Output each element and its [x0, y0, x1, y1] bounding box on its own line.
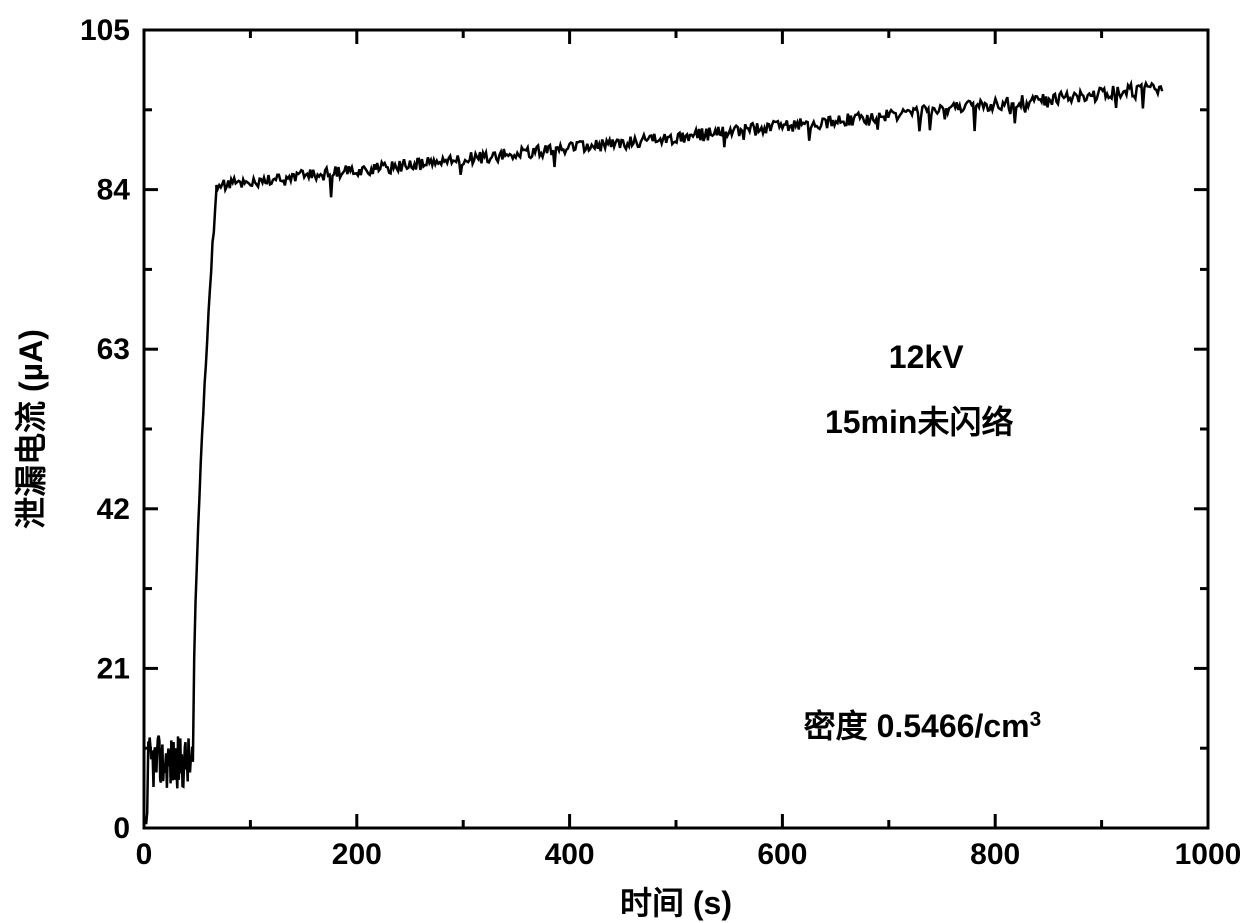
y-tick-label: 105 [80, 14, 130, 47]
x-axis-label: 时间 (s) [620, 885, 732, 921]
y-axis-label: 泄漏电流 (µA) [13, 329, 49, 529]
x-tick-label: 600 [757, 838, 807, 871]
x-tick-label: 0 [136, 838, 153, 871]
y-tick-label: 63 [97, 333, 130, 366]
x-tick-label: 200 [332, 838, 382, 871]
y-tick-label: 0 [113, 812, 130, 845]
y-tick-label: 42 [97, 493, 130, 526]
annotation: 密度 0.5466/cm3 [804, 707, 1041, 744]
y-tick-label: 84 [97, 174, 131, 207]
annotation: 12kV [889, 339, 964, 375]
plot-area [144, 30, 1208, 828]
x-tick-label: 800 [970, 838, 1020, 871]
annotation: 15min未闪络 [825, 404, 1014, 440]
x-tick-label: 400 [545, 838, 595, 871]
x-tick-label: 1000 [1175, 838, 1240, 871]
y-tick-label: 21 [97, 652, 130, 685]
